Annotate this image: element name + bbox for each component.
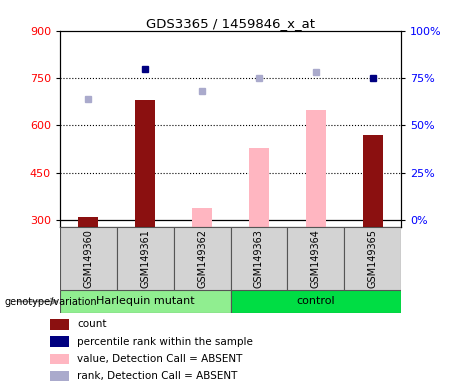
Bar	[306, 110, 326, 227]
FancyBboxPatch shape	[60, 290, 230, 313]
FancyBboxPatch shape	[230, 227, 287, 290]
Title: GDS3365 / 1459846_x_at: GDS3365 / 1459846_x_at	[146, 17, 315, 30]
Text: GSM149360: GSM149360	[83, 229, 94, 288]
Text: GSM149361: GSM149361	[140, 229, 150, 288]
FancyBboxPatch shape	[230, 290, 401, 313]
Text: GSM149363: GSM149363	[254, 229, 264, 288]
FancyBboxPatch shape	[174, 227, 230, 290]
Text: GSM149365: GSM149365	[367, 229, 378, 288]
FancyBboxPatch shape	[117, 227, 174, 290]
Text: value, Detection Call = ABSENT: value, Detection Call = ABSENT	[77, 354, 242, 364]
Bar	[135, 100, 155, 227]
Text: Harlequin mutant: Harlequin mutant	[96, 296, 195, 306]
Bar	[50, 336, 69, 347]
Text: control: control	[296, 296, 335, 306]
Bar	[50, 319, 69, 329]
Text: GSM149362: GSM149362	[197, 229, 207, 288]
Text: genotype/variation: genotype/variation	[5, 297, 97, 307]
Bar	[78, 217, 98, 227]
Bar	[192, 208, 212, 227]
Text: percentile rank within the sample: percentile rank within the sample	[77, 337, 253, 347]
Bar	[50, 354, 69, 364]
FancyBboxPatch shape	[287, 227, 344, 290]
Text: rank, Detection Call = ABSENT: rank, Detection Call = ABSENT	[77, 371, 237, 381]
Text: count: count	[77, 319, 106, 329]
FancyBboxPatch shape	[344, 227, 401, 290]
Text: GSM149364: GSM149364	[311, 229, 321, 288]
FancyBboxPatch shape	[60, 227, 117, 290]
Bar	[50, 371, 69, 381]
Bar	[249, 147, 269, 227]
Bar	[363, 135, 383, 227]
